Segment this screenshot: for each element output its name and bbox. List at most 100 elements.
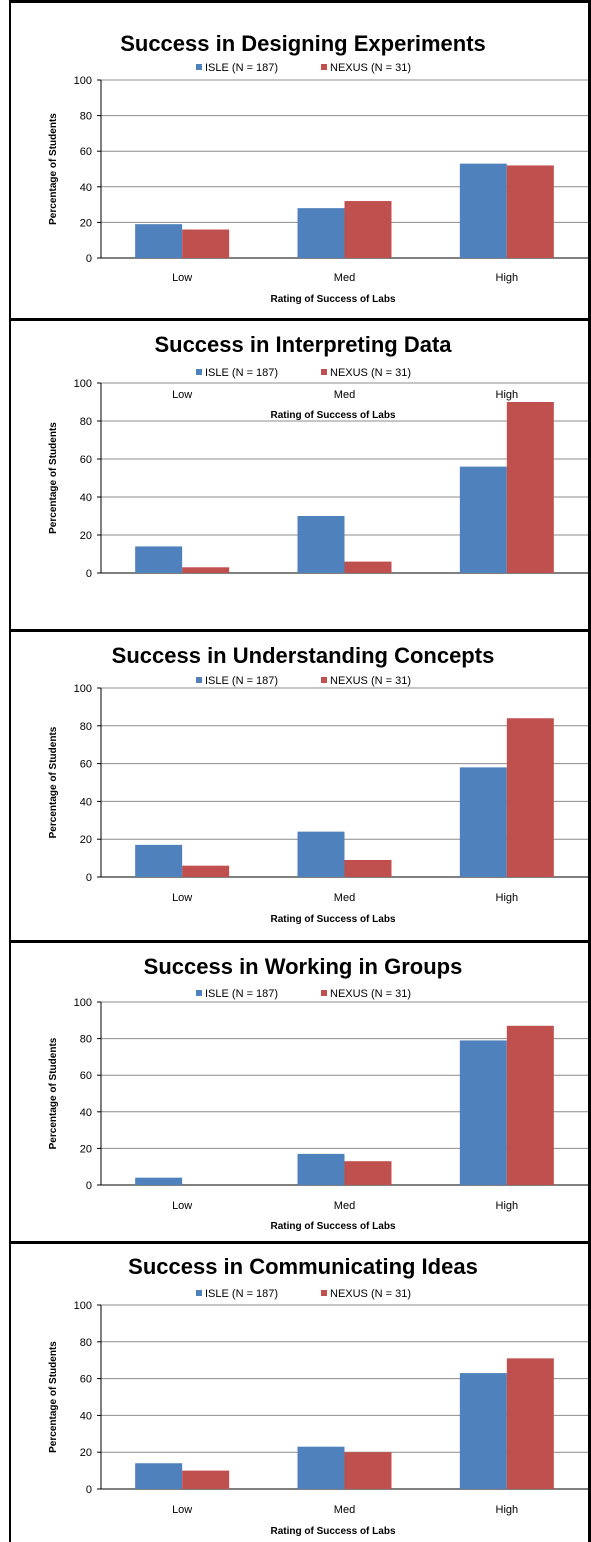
bar-nexus-high [506,718,554,877]
chart-panel-2: Success in Interpreting Data ISLE (N = 18… [0,318,591,629]
bar-nexus-low [182,865,230,877]
bar-isle-low [135,1177,183,1185]
legend-swatch-isle [196,64,202,70]
y-tick-label: 40 [80,492,92,504]
x-tick-label: Low [172,1504,192,1516]
bar-nexus-med [344,201,392,258]
bar-nexus-high [506,402,554,573]
y-tick-label: 80 [80,1337,92,1349]
y-tick-label: 80 [80,111,92,123]
bar-chart-4: Success in Working in Groups ISLE (N = 18… [48,954,588,1232]
bar-isle-high [459,466,507,573]
y-tick-label: 100 [74,75,92,87]
x-tick-label: High [496,389,519,401]
legend-label-isle: ISLE (N = 187) [205,367,278,379]
bar-isle-high [459,1373,507,1489]
x-tick-label: Med [334,1200,355,1212]
y-axis-label: Percentage of Students [48,422,59,534]
y-axis-label: Percentage of Students [48,1341,59,1453]
y-tick-label: 60 [80,454,92,466]
legend-swatch-nexus [321,677,327,683]
bar-chart-5: Success in Communicating Ideas ISLE (N = … [48,1254,588,1537]
bar-nexus-high [506,165,554,258]
legend-label-nexus: NEXUS (N = 31) [330,675,411,687]
bar-nexus-med [344,1452,392,1489]
x-tick-label: Low [172,892,192,904]
chart-panel-1: Success in Designing Experiments ISLE (N … [0,0,591,318]
x-axis-label: Rating of Success of Labs [270,914,395,925]
y-tick-label: 0 [86,253,92,265]
chart-title: Success in Communicating Ideas [128,1254,478,1279]
bar-isle-low [135,1463,183,1489]
y-tick-label: 100 [74,378,92,390]
legend-swatch-isle [196,990,202,996]
x-tick-label: High [496,1200,519,1212]
panel-frame [9,318,591,629]
y-tick-label: 20 [80,1143,92,1155]
y-tick-label: 40 [80,1410,92,1422]
x-tick-label: Low [172,272,192,284]
y-axis-label: Percentage of Students [48,726,59,838]
bar-isle-med [297,516,345,573]
legend-swatch-isle [196,677,202,683]
y-tick-label: 0 [86,1180,92,1192]
bar-isle-high [459,163,507,258]
y-tick-label: 20 [80,530,92,542]
y-tick-label: 100 [74,1300,92,1312]
y-axis-label: Percentage of Students [48,1037,59,1149]
x-tick-label: Med [334,1504,355,1516]
y-tick-label: 0 [86,872,92,884]
y-tick-label: 40 [80,796,92,808]
x-tick-label: High [496,272,519,284]
legend-label-isle: ISLE (N = 187) [205,988,278,1000]
bar-nexus-high [506,1025,554,1185]
panel-frame [9,629,591,940]
legend-swatch-isle [196,369,202,375]
y-tick-label: 20 [80,834,92,846]
legend-swatch-nexus [321,369,327,375]
panel-frame [9,0,591,318]
bar-chart-2: Success in Interpreting Data ISLE (N = 18… [48,332,588,580]
chart-panel-4: Success in Working in Groups ISLE (N = 18… [0,940,591,1241]
x-tick-label: High [496,892,519,904]
legend-label-nexus: NEXUS (N = 31) [330,988,411,1000]
y-tick-label: 20 [80,1447,92,1459]
bar-nexus-med [344,561,392,573]
y-tick-label: 60 [80,759,92,771]
bar-nexus-med [344,859,392,877]
legend-label-isle: ISLE (N = 187) [205,62,278,74]
y-tick-label: 40 [80,182,92,194]
bar-chart-1: Success in Designing Experiments ISLE (N … [48,31,588,305]
panel-frame [9,1241,591,1542]
bar-nexus-low [182,567,230,573]
x-tick-label: High [496,1504,519,1516]
bar-nexus-med [344,1161,392,1185]
y-tick-label: 60 [80,146,92,158]
bar-isle-med [297,831,345,877]
y-tick-label: 60 [80,1070,92,1082]
bar-nexus-low [182,1470,230,1489]
y-tick-label: 0 [86,1484,92,1496]
chart-title: Success in Designing Experiments [120,31,486,56]
y-axis-label: Percentage of Students [48,113,59,225]
x-axis-label: Rating of Success of Labs [270,294,395,305]
panel-frame [9,940,591,1241]
y-tick-label: 0 [86,568,92,580]
bar-nexus-low [182,229,230,258]
y-tick-label: 80 [80,1034,92,1046]
legend-label-isle: ISLE (N = 187) [205,1288,278,1300]
bar-isle-med [297,208,345,258]
y-tick-label: 100 [74,683,92,695]
bar-isle-med [297,1153,345,1185]
bar-isle-low [135,844,183,877]
bar-isle-low [135,546,183,573]
x-tick-label: Med [334,892,355,904]
chart-title: Success in Working in Groups [144,954,463,979]
chart-title: Success in Understanding Concepts [112,643,495,668]
x-tick-label: Low [172,389,192,401]
legend-swatch-nexus [321,1290,327,1296]
bar-chart-3: Success in Understanding Concepts ISLE (N… [48,643,588,925]
legend-label-nexus: NEXUS (N = 31) [330,1288,411,1300]
x-axis-label: Rating of Success of Labs [270,1526,395,1537]
